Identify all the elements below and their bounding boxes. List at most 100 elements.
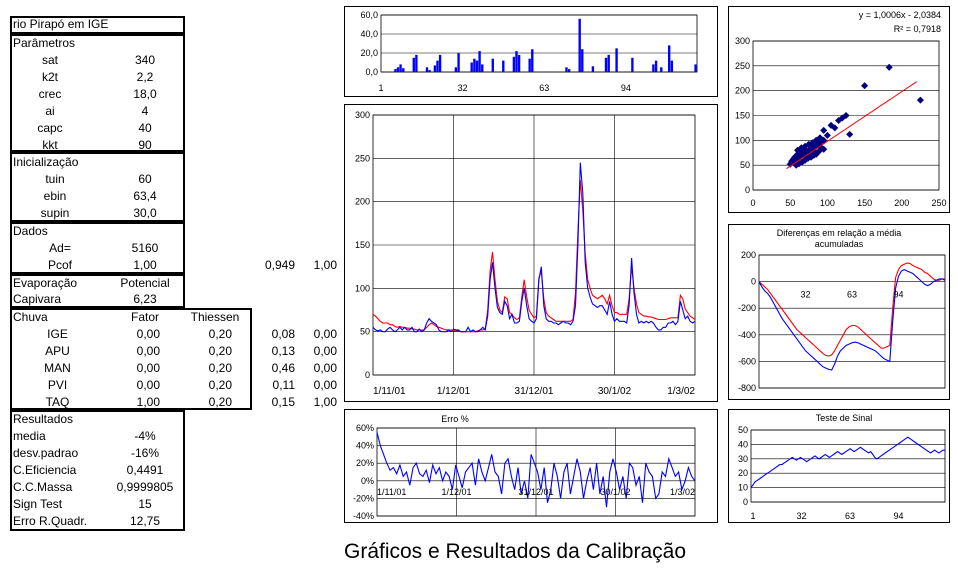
scatter-point: [885, 63, 893, 71]
param-label: k2t: [41, 70, 58, 84]
rain-bar: [615, 48, 618, 73]
rain-fator: 0,00: [136, 361, 160, 375]
y-tick-label: 50: [360, 327, 370, 337]
param-label: kkt: [42, 138, 58, 152]
x-tick-label: 94: [893, 511, 903, 521]
data-extra: 0,949: [264, 258, 295, 272]
rain-bar: [565, 67, 568, 73]
x-tick-label: 1/3/02: [670, 487, 695, 497]
observed-series: [758, 268, 946, 371]
param-value: 90: [138, 138, 152, 152]
rain-bar: [604, 57, 608, 73]
regression-equation: y = 1,0006x - 2,0384: [859, 10, 941, 20]
rain-bar: [660, 67, 663, 73]
rain-bar: [475, 60, 479, 72]
rain-bar: [433, 65, 437, 73]
chart-title: Diferenças em relação a média: [777, 228, 902, 238]
rain-bar: [515, 51, 518, 72]
rain-col-fator: Fator: [130, 310, 159, 324]
rain-bar: [412, 57, 415, 73]
x-tick-label: 30/1/02: [598, 386, 632, 397]
y-tick-label: 250: [735, 61, 750, 71]
y-tick-label: 0: [751, 277, 756, 287]
x-tick-label: 31/12/01: [518, 487, 553, 497]
rain-thiessen: 0,20: [208, 395, 232, 409]
param-value: 18,0: [133, 87, 157, 101]
rain-fator: 0,00: [136, 344, 160, 358]
y-tick-label: 0%: [361, 476, 374, 486]
evap-row-value: 6,23: [133, 292, 157, 306]
rain-bar: [512, 56, 516, 72]
scatter-point: [916, 96, 924, 104]
rain-bar: [491, 58, 494, 72]
y-tick-label: 10: [738, 483, 748, 493]
rain-thiessen: 0,20: [208, 344, 232, 358]
plot-area: [752, 40, 940, 191]
x-tick-label: 150: [857, 198, 872, 208]
y-tick-label: 100: [355, 283, 370, 293]
rain-bar: [694, 64, 697, 72]
discharge-chart: 300 250 200 150 100 50 01/11/01 1/12/01 31/12/01…: [355, 110, 696, 397]
y-tick-label: 200: [735, 86, 750, 96]
rain-fator: 0,00: [136, 378, 160, 392]
scatter-point: [861, 82, 869, 90]
result-label: Erro R.Quadr.: [13, 514, 88, 528]
x-tick-label: 1/12/01: [441, 487, 471, 497]
sign-test-chart-panel: Teste de Sinal 50 40 30 20 10 0 1 32 63 94: [728, 409, 950, 523]
rain-col-thiessen: Thiessen: [190, 310, 240, 324]
x-tick-label: 94: [621, 83, 631, 93]
rain-bar: [415, 54, 418, 72]
param-value: 4: [141, 104, 149, 118]
x-tick-label: 1/11/01: [373, 386, 406, 397]
evaporation-box: [10, 274, 185, 308]
rain-extra: 0,00: [313, 344, 337, 358]
scatter-point: [842, 111, 850, 120]
rain-bar: [399, 64, 402, 72]
rain-bar: [568, 69, 571, 72]
y-tick-label: 100: [735, 135, 750, 145]
init-value: 63,4: [133, 189, 157, 203]
rain-bar: [631, 57, 634, 73]
x-tick-label: 1/3/02: [667, 386, 695, 397]
x-tick-label: 63: [845, 511, 855, 521]
calculated-series: [372, 179, 696, 333]
rain-bar: [531, 49, 534, 72]
x-tick-label: 200: [894, 198, 909, 208]
rain-bar: [670, 60, 674, 72]
parameters-box: [10, 34, 185, 152]
rain-bar: [454, 67, 458, 73]
y-tick-label: 0: [365, 370, 370, 380]
init-header: Inicialização: [13, 155, 79, 169]
page-caption: Gráficos e Resultados da Calibração: [344, 540, 687, 563]
y-tick-label: -20%: [353, 493, 374, 503]
scatter-chart: y = 1,0006x - 2,0384 R² = 0,7918 300 250 200…: [735, 10, 947, 208]
data-header: Dados: [13, 224, 48, 238]
x-tick-label: 63: [847, 290, 857, 300]
x-tick-label: 0: [750, 198, 755, 208]
param-value: 40: [138, 121, 152, 135]
x-tick-label: 50: [785, 198, 795, 208]
x-tick-label: 94: [893, 290, 903, 300]
y-tick-label: 0,0: [365, 67, 378, 77]
y-tick-label: 40,0: [360, 29, 378, 39]
y-tick-label: 200: [355, 197, 370, 207]
y-tick-label: 300: [355, 110, 370, 120]
data-label: Ad=: [49, 241, 71, 255]
scatter-point: [813, 149, 821, 157]
rain-fator: 1,00: [136, 395, 160, 409]
rain-station: TAQ: [45, 395, 70, 409]
rain-bar: [581, 49, 584, 72]
cumulative-chart-panel: Diferenças em relação a média acumuladas 2…: [728, 224, 950, 400]
result-value: 15: [138, 497, 152, 511]
x-tick-label: 1/12/01: [437, 386, 471, 397]
results-header: Resultados: [13, 412, 74, 426]
scatter-chart-panel: y = 1,0006x - 2,0384 R² = 0,7918 300 250 200…: [728, 6, 950, 213]
y-tick-label: 60,0: [360, 10, 378, 20]
chart-title: acumuladas: [815, 239, 864, 249]
x-tick-label: 1: [378, 83, 383, 93]
rain-extra: 0,15: [271, 395, 295, 409]
x-tick-label: 31/12/01: [515, 386, 554, 397]
y-tick-label: 60%: [356, 423, 374, 433]
initialization-box: [10, 152, 185, 222]
